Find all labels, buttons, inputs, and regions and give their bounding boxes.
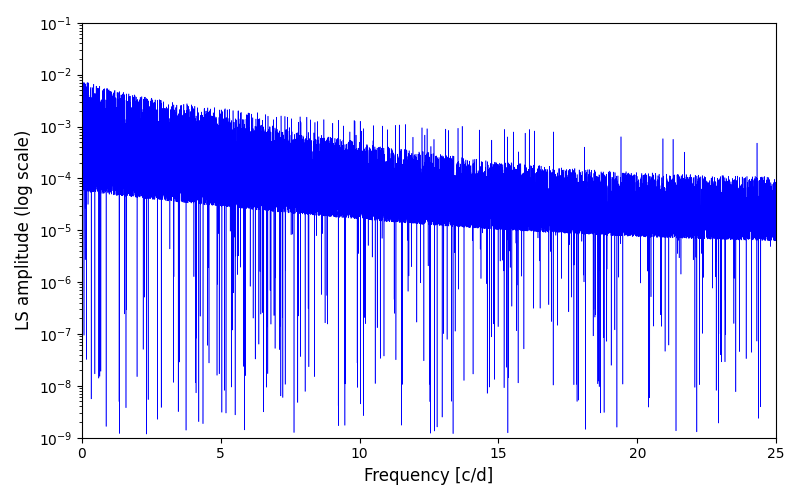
X-axis label: Frequency [c/d]: Frequency [c/d]: [364, 467, 494, 485]
Y-axis label: LS amplitude (log scale): LS amplitude (log scale): [15, 130, 33, 330]
